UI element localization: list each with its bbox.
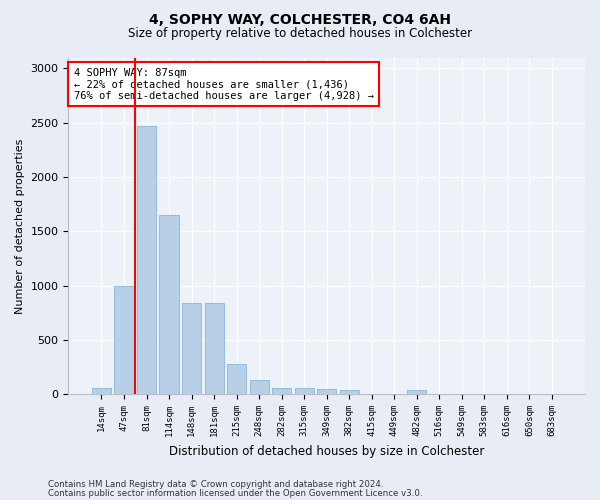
Bar xyxy=(115,286,134,394)
Bar xyxy=(340,390,359,394)
Bar xyxy=(250,380,269,394)
Bar xyxy=(317,389,336,394)
Bar xyxy=(137,126,156,394)
Bar xyxy=(295,388,314,394)
Y-axis label: Number of detached properties: Number of detached properties xyxy=(15,138,25,314)
Bar xyxy=(407,390,427,394)
Text: Size of property relative to detached houses in Colchester: Size of property relative to detached ho… xyxy=(128,28,472,40)
X-axis label: Distribution of detached houses by size in Colchester: Distribution of detached houses by size … xyxy=(169,444,484,458)
Bar xyxy=(272,388,291,394)
Bar xyxy=(227,364,246,394)
Text: Contains public sector information licensed under the Open Government Licence v3: Contains public sector information licen… xyxy=(48,488,422,498)
Bar xyxy=(160,215,179,394)
Text: Contains HM Land Registry data © Crown copyright and database right 2024.: Contains HM Land Registry data © Crown c… xyxy=(48,480,383,489)
Bar xyxy=(205,303,224,394)
Bar xyxy=(182,303,201,394)
Text: 4, SOPHY WAY, COLCHESTER, CO4 6AH: 4, SOPHY WAY, COLCHESTER, CO4 6AH xyxy=(149,12,451,26)
Text: 4 SOPHY WAY: 87sqm
← 22% of detached houses are smaller (1,436)
76% of semi-deta: 4 SOPHY WAY: 87sqm ← 22% of detached hou… xyxy=(74,68,374,101)
Bar xyxy=(92,388,111,394)
